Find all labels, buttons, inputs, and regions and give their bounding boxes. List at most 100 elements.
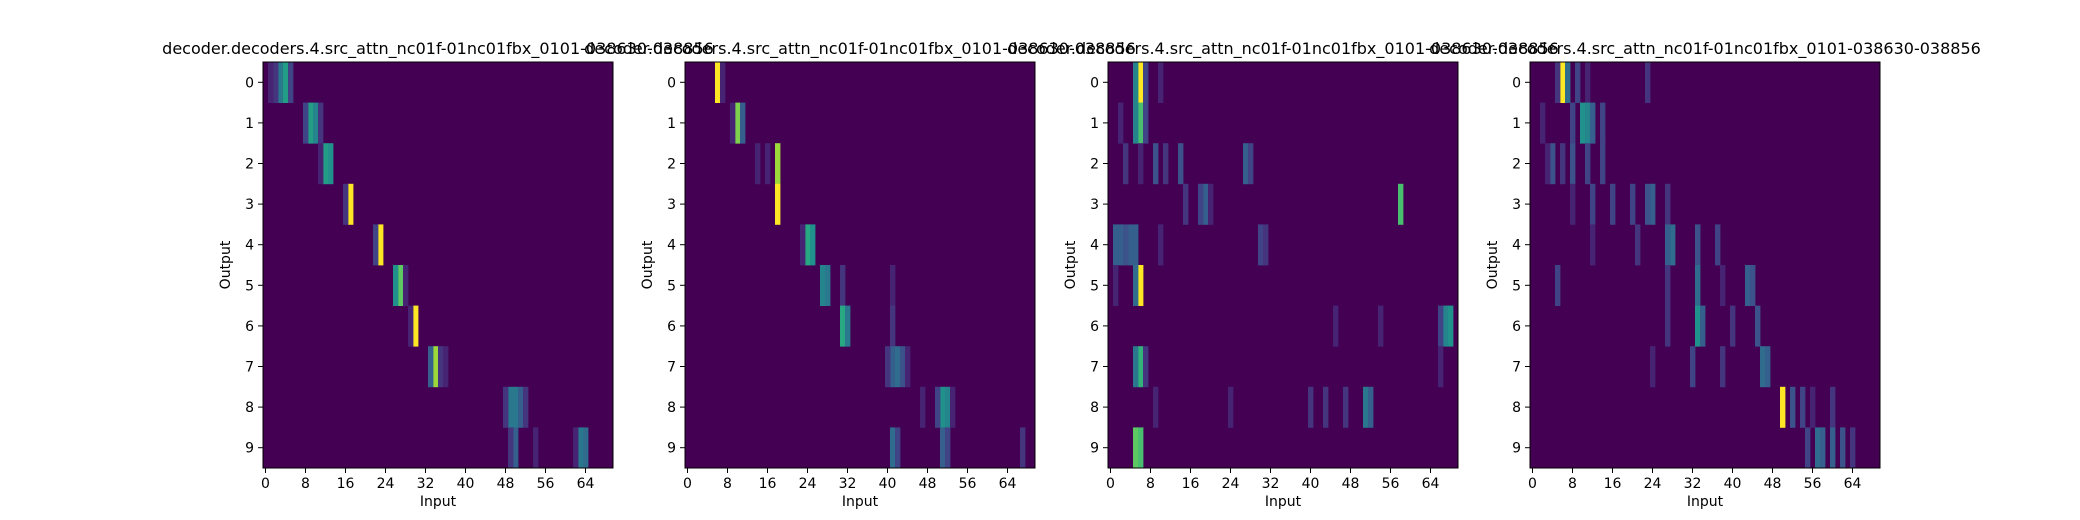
heatmap-cell — [1600, 102, 1606, 144]
heatmap-cell — [1800, 386, 1806, 428]
heatmap-cell — [1243, 143, 1249, 185]
heatmap-cell — [1715, 224, 1721, 266]
heatmap-cell — [1158, 224, 1164, 266]
heatmap-cell — [1780, 386, 1786, 428]
y-tick-label: 7 — [1090, 360, 1099, 376]
x-axis-label: Input — [1687, 494, 1724, 510]
y-axis-label: Output — [1063, 240, 1079, 289]
heatmap-cell — [1138, 62, 1144, 103]
x-tick-label: 8 — [723, 476, 732, 492]
heatmap-cell — [1138, 265, 1144, 306]
heatmap-cell — [348, 183, 354, 225]
x-tick-label: 16 — [1182, 476, 1200, 492]
x-tick-label: 56 — [537, 476, 555, 492]
y-tick-label: 6 — [667, 319, 676, 335]
heatmap-cell — [1438, 346, 1444, 388]
heatmap-cell — [1123, 143, 1129, 185]
y-tick-label: 2 — [1512, 157, 1521, 173]
plot-frame — [684, 61, 1036, 469]
heatmap-cell — [508, 427, 514, 469]
chart-title: decoder.decoders.4.src_attn_nc01f-01nc01… — [1429, 39, 1981, 59]
plot-frame — [1529, 61, 1881, 469]
heatmap-cell — [578, 427, 584, 469]
heatmap-cell — [508, 386, 514, 428]
heatmap-cell — [1343, 386, 1349, 428]
x-tick-label: 32 — [1684, 476, 1702, 492]
heatmap-cell — [303, 102, 309, 144]
y-tick-label: 5 — [1090, 278, 1099, 294]
heatmap-cell — [895, 346, 901, 388]
heatmap-cell — [940, 386, 946, 428]
heatmap-cell — [1590, 102, 1596, 144]
heatmap-cell — [313, 102, 319, 144]
y-tick-label: 6 — [1512, 319, 1521, 335]
heatmap-cell — [1363, 386, 1369, 428]
plot-frame — [1107, 61, 1459, 469]
x-axis-label: Input — [1265, 494, 1302, 510]
heatmap-cell — [1143, 102, 1149, 144]
heatmap-cell — [308, 102, 314, 144]
heatmap-cell — [905, 346, 911, 388]
heatmap-cell — [1755, 305, 1761, 347]
y-tick-label: 2 — [667, 157, 676, 173]
heatmap-cell — [1805, 427, 1811, 469]
heatmap-cell — [398, 265, 404, 306]
heatmap-cell — [318, 102, 324, 144]
y-tick-label: 6 — [1090, 319, 1099, 335]
chart-title: decoder.decoders.4.src_attn_nc01f-01nc01… — [584, 39, 1136, 59]
y-tick-label: 8 — [1512, 400, 1521, 416]
heatmap-cell — [1020, 427, 1026, 469]
heatmap-background — [1108, 62, 1458, 468]
heatmap-cell — [1580, 102, 1586, 144]
heatmap-cell — [1850, 427, 1856, 469]
heatmap-cell — [1133, 346, 1139, 388]
y-tick-label: 4 — [245, 238, 254, 254]
x-tick-label: 40 — [1302, 476, 1320, 492]
y-tick-label: 4 — [1512, 238, 1521, 254]
heatmap-cell — [1760, 346, 1766, 388]
heatmap-cell — [1720, 346, 1726, 388]
y-tick-label: 0 — [667, 75, 676, 91]
y-tick-label: 9 — [245, 441, 254, 457]
heatmap-cell — [518, 386, 524, 428]
heatmap-cell — [1178, 143, 1184, 185]
heatmap-cell — [1650, 183, 1656, 225]
heatmap-cell — [740, 102, 746, 144]
heatmap-cell — [433, 346, 439, 388]
heatmap-cell — [1820, 427, 1826, 469]
heatmap-panel-4: 0 8 16 24 32 40 48 56 640123456789InputOutputdec… — [1429, 39, 1981, 510]
heatmap-cell — [1545, 143, 1551, 185]
heatmap-cell — [1695, 265, 1701, 306]
heatmap-cell — [1323, 386, 1329, 428]
y-tick-label: 0 — [245, 75, 254, 91]
y-axis-label: Output — [1485, 240, 1501, 289]
heatmap-cell — [1665, 183, 1671, 225]
x-tick-label: 32 — [839, 476, 857, 492]
heatmap-cell — [273, 62, 279, 103]
heatmap-cell — [428, 346, 434, 388]
heatmap-cell — [533, 427, 539, 469]
y-tick-label: 2 — [245, 157, 254, 173]
x-tick-label: 16 — [1604, 476, 1622, 492]
heatmap-cell — [403, 265, 409, 306]
heatmap-cell — [1560, 62, 1566, 103]
heatmap-cell — [1138, 427, 1144, 469]
heatmap-cell — [1830, 386, 1836, 428]
heatmap-cell — [1183, 183, 1189, 225]
heatmap-cell — [1208, 183, 1214, 225]
heatmap-cell — [890, 305, 896, 347]
heatmap-cell — [1560, 143, 1566, 185]
heatmap-cell — [1590, 224, 1596, 266]
y-tick-label: 9 — [1090, 441, 1099, 457]
heatmap-cell — [1645, 183, 1651, 225]
heatmap-cell — [1133, 265, 1139, 306]
heatmap-cell — [1650, 346, 1656, 388]
x-tick-label: 48 — [497, 476, 515, 492]
heatmap-cell — [1228, 386, 1234, 428]
heatmap-cell — [945, 386, 951, 428]
heatmap-cell — [840, 305, 846, 347]
heatmap-cell — [1133, 427, 1139, 469]
x-tick-label: 40 — [457, 476, 475, 492]
x-tick-label: 8 — [1146, 476, 1155, 492]
y-tick-label: 0 — [1512, 75, 1521, 91]
